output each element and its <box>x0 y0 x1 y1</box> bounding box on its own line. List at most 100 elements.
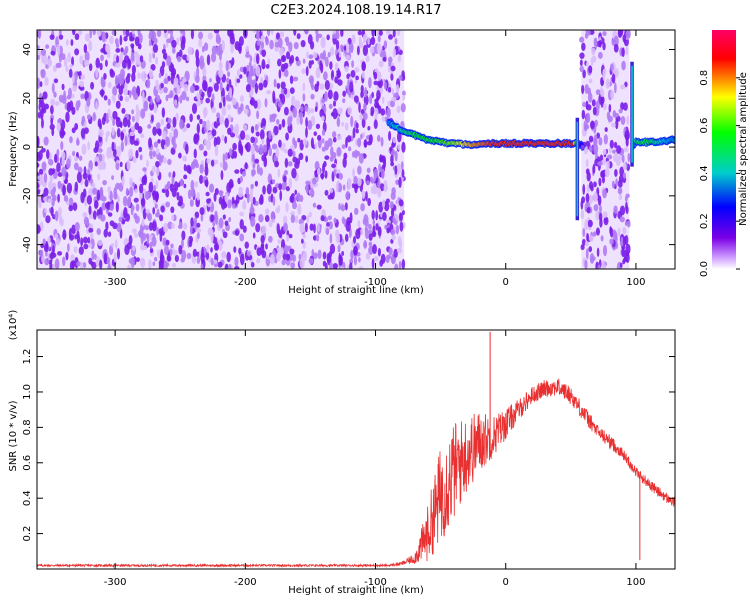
noise-speckle <box>199 55 205 67</box>
noise-speckle <box>599 204 602 214</box>
y-tick-label: 40 <box>22 43 33 56</box>
noise-speckle <box>162 157 167 164</box>
noise-speckle <box>52 65 57 72</box>
noise-speckle <box>173 77 179 85</box>
noise-speckle <box>115 201 119 213</box>
noise-speckle <box>69 260 75 269</box>
noise-speckle <box>182 54 188 61</box>
noise-speckle <box>135 203 140 212</box>
noise-speckle <box>112 118 116 127</box>
noise-speckle <box>344 122 349 131</box>
noise-speckle <box>314 106 318 112</box>
noise-speckle <box>185 96 190 102</box>
noise-speckle <box>340 30 344 37</box>
noise-speckle <box>265 243 268 250</box>
noise-speckle <box>364 228 370 240</box>
noise-speckle <box>600 235 604 242</box>
noise-speckle <box>144 225 150 231</box>
noise-speckle <box>353 95 359 103</box>
noise-speckle <box>66 158 71 169</box>
noise-speckle <box>196 66 200 78</box>
noise-speckle <box>373 80 379 86</box>
noise-speckle <box>261 225 267 234</box>
noise-speckle <box>582 69 586 79</box>
noise-speckle <box>602 211 608 218</box>
noise-speckle <box>214 145 219 157</box>
noise-speckle <box>239 253 245 266</box>
noise-speckle <box>152 43 159 53</box>
noise-speckle <box>207 32 213 40</box>
noise-speckle <box>321 115 325 121</box>
noise-speckle <box>133 140 139 146</box>
noise-speckle <box>319 83 325 90</box>
noise-speckle <box>593 204 599 212</box>
colorbar-ticks: 0.0 0.2 0.4 0.6 0.8 <box>699 70 740 277</box>
noise-speckle <box>71 30 76 36</box>
noise-speckle <box>37 30 42 40</box>
noise-speckle <box>50 206 54 217</box>
noise-speckle <box>189 85 196 94</box>
noise-speckle <box>367 37 370 45</box>
noise-speckle <box>227 71 231 77</box>
noise-speckle <box>249 55 253 63</box>
noise-speckle <box>357 165 362 175</box>
noise-speckle <box>180 178 184 187</box>
noise-speckle <box>381 96 385 105</box>
noise-speckle <box>71 56 75 67</box>
noise-speckle <box>143 174 148 186</box>
noise-speckle <box>139 154 143 161</box>
noise-speckle <box>245 64 250 73</box>
noise-speckle <box>246 75 253 85</box>
noise-speckle <box>588 135 594 143</box>
noise-speckle <box>103 73 107 80</box>
noise-speckle <box>131 64 136 75</box>
noise-speckle <box>66 182 73 194</box>
noise-speckle <box>361 71 365 79</box>
noise-speckle <box>244 162 248 170</box>
noise-speckle <box>383 184 389 192</box>
noise-speckle <box>255 53 260 65</box>
noise-speckle <box>341 217 345 225</box>
noise-speckle <box>199 118 203 125</box>
noise-speckle <box>178 244 183 255</box>
noise-speckle <box>284 69 289 78</box>
noise-speckle <box>376 89 381 100</box>
noise-speckle <box>221 134 225 142</box>
noise-speckle <box>270 211 276 220</box>
noise-speckle <box>258 144 264 156</box>
noise-speckle <box>228 217 232 223</box>
noise-speckle <box>74 48 80 56</box>
noise-speckle <box>591 47 596 56</box>
noise-speckle <box>255 65 261 77</box>
noise-speckle <box>347 146 352 152</box>
noise-speckle <box>239 175 243 183</box>
noise-speckle <box>375 210 379 221</box>
noise-speckle <box>363 141 367 147</box>
noise-speckle <box>142 167 147 172</box>
noise-speckle <box>167 158 172 165</box>
noise-speckle <box>305 127 308 138</box>
noise-speckle <box>363 214 369 224</box>
noise-speckle <box>612 229 616 236</box>
noise-speckle <box>256 31 260 41</box>
noise-speckle <box>61 156 65 168</box>
noise-speckle <box>579 36 585 43</box>
noise-speckle <box>625 205 629 215</box>
noise-speckle <box>308 60 312 69</box>
noise-speckle <box>260 35 265 41</box>
noise-speckle <box>586 207 591 214</box>
noise-speckle <box>95 57 100 69</box>
noise-speckle <box>389 146 393 152</box>
noise-speckle <box>305 116 308 128</box>
noise-speckle <box>289 75 294 85</box>
noise-speckle <box>65 251 69 261</box>
noise-speckle <box>97 148 103 153</box>
noise-speckle <box>150 98 153 106</box>
noise-speckle <box>397 143 401 151</box>
noise-speckle <box>354 149 358 159</box>
noise-speckle <box>57 251 63 256</box>
noise-speckle <box>340 204 346 212</box>
noise-speckle <box>323 71 328 81</box>
noise-speckle <box>621 154 625 164</box>
